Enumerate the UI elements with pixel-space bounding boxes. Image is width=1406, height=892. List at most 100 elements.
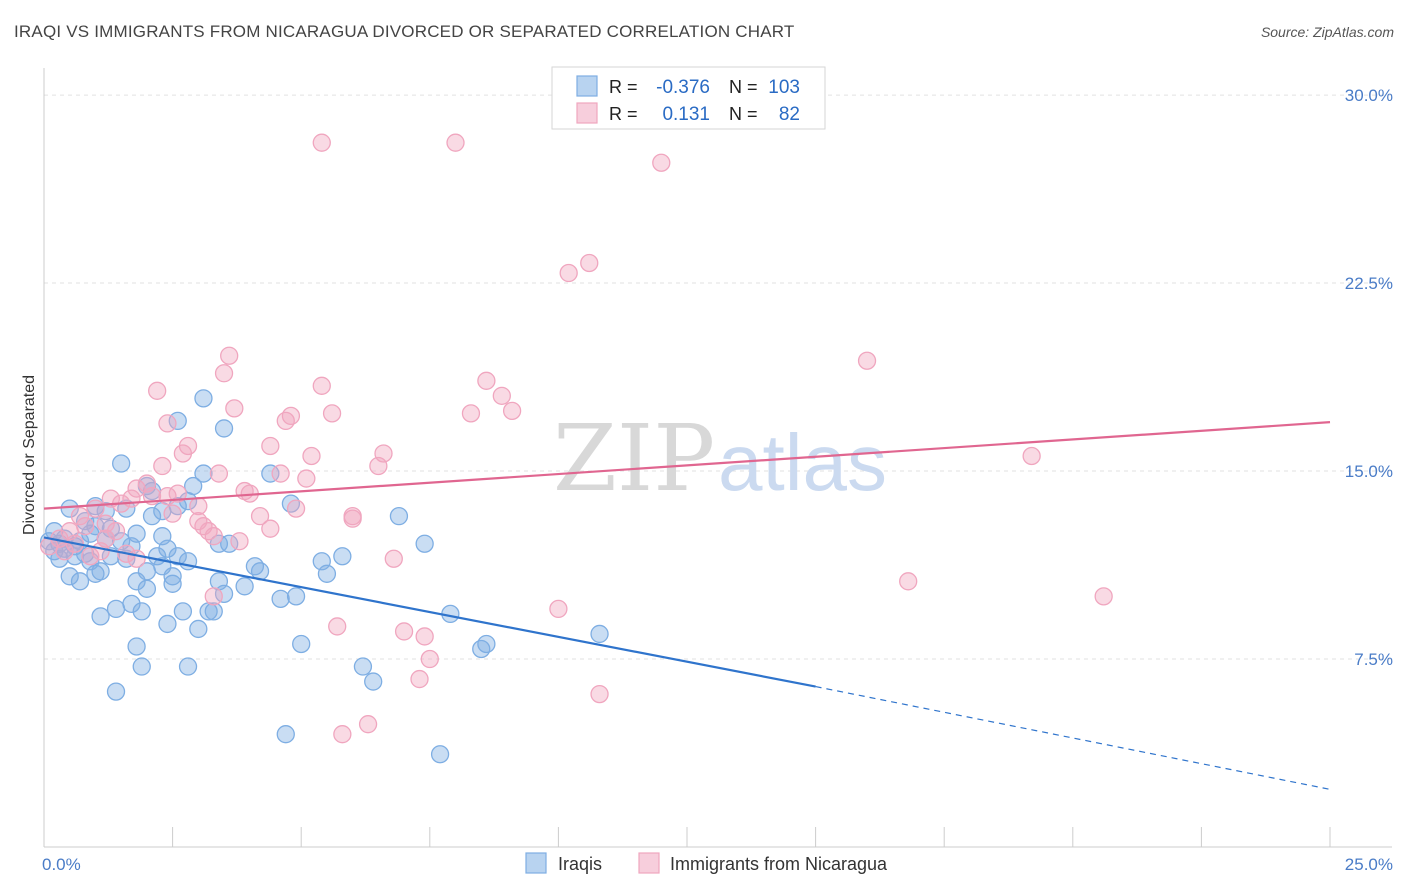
x-tick-label: 0.0% xyxy=(42,855,81,874)
data-point xyxy=(328,617,347,636)
series-iraqis xyxy=(39,389,609,764)
data-point xyxy=(281,494,301,513)
data-point xyxy=(55,542,74,561)
data-point xyxy=(81,547,100,566)
data-point xyxy=(173,602,193,621)
data-point xyxy=(60,567,79,586)
data-point xyxy=(204,602,223,621)
legend-n-value-nicaragua: 82 xyxy=(779,104,800,125)
data-point xyxy=(163,567,182,586)
data-point xyxy=(137,579,157,598)
data-point xyxy=(317,564,337,583)
data-point xyxy=(86,499,105,518)
data-point xyxy=(214,419,234,438)
data-point xyxy=(199,522,218,541)
data-point xyxy=(184,476,203,496)
scatter-points xyxy=(39,133,1113,764)
data-point xyxy=(410,669,429,689)
data-point xyxy=(590,624,609,644)
data-point xyxy=(281,406,301,426)
data-point xyxy=(559,263,578,283)
axes xyxy=(43,68,1392,848)
data-point xyxy=(461,404,481,423)
legend-r-label: R = xyxy=(609,77,638,97)
y-tick-label: 22.5% xyxy=(1345,274,1393,293)
data-point xyxy=(502,401,522,421)
stats-legend: R = -0.376 N = 103 R = 0.131 N = 82 xyxy=(551,66,826,130)
data-point xyxy=(292,634,311,654)
data-point xyxy=(168,484,187,503)
data-point xyxy=(106,682,126,701)
data-point xyxy=(899,572,918,591)
data-point xyxy=(127,479,146,498)
data-point xyxy=(158,414,177,433)
source-label: Source: ZipAtlas.com xyxy=(1260,24,1394,40)
data-point xyxy=(204,527,223,546)
x-tick-labels: 0.0% 25.0% xyxy=(42,855,1393,874)
data-point xyxy=(60,499,79,518)
data-point xyxy=(158,614,177,634)
y-tick-label: 7.5% xyxy=(1354,650,1393,669)
data-point xyxy=(374,444,393,463)
legend-n-label: N = xyxy=(729,104,758,124)
data-point xyxy=(70,572,90,591)
data-point xyxy=(364,672,383,691)
legend-swatch-nicaragua xyxy=(638,852,660,874)
watermark-zip: ZIP xyxy=(553,405,715,512)
data-point xyxy=(477,634,496,654)
data-point xyxy=(163,574,182,593)
data-point xyxy=(91,607,110,626)
data-point xyxy=(312,376,331,395)
data-point xyxy=(312,133,331,152)
legend-swatch-iraqis xyxy=(576,75,598,97)
data-point xyxy=(322,404,342,423)
data-point xyxy=(286,587,306,606)
data-point xyxy=(1094,587,1113,606)
trend-line-extension xyxy=(815,685,1331,790)
legend-n-label: N = xyxy=(729,77,758,97)
data-point xyxy=(230,532,249,551)
trend-lines xyxy=(43,421,1331,790)
y-tick-labels: 7.5% 15.0% 22.5% 30.0% xyxy=(1345,86,1393,669)
data-point xyxy=(261,436,280,456)
data-point xyxy=(70,506,90,526)
data-point xyxy=(302,446,321,466)
data-point xyxy=(857,351,877,370)
y-axis-label: Divorced or Separated xyxy=(21,375,38,535)
data-point xyxy=(189,619,208,639)
trend-line xyxy=(43,536,816,688)
data-point xyxy=(333,725,352,744)
data-point xyxy=(158,539,177,558)
legend-swatch-iraqis xyxy=(525,852,547,874)
data-point xyxy=(225,399,244,418)
data-point xyxy=(127,524,146,543)
y-tick-label: 30.0% xyxy=(1345,86,1393,105)
chart-title: IRAQI VS IMMIGRANTS FROM NICARAGUA DIVOR… xyxy=(14,22,795,41)
data-point xyxy=(245,557,265,576)
data-point xyxy=(286,499,306,518)
data-point xyxy=(477,371,496,390)
data-point xyxy=(209,464,229,483)
data-point xyxy=(384,549,403,568)
data-point xyxy=(127,549,146,568)
data-point xyxy=(590,684,609,704)
data-point xyxy=(96,514,115,533)
data-point xyxy=(122,594,141,614)
data-point xyxy=(271,464,290,483)
legend-r-value-iraqis: -0.376 xyxy=(656,77,710,98)
data-point xyxy=(420,649,439,669)
data-point xyxy=(220,346,239,365)
series-nicaragua xyxy=(39,133,1113,744)
data-point xyxy=(132,657,151,676)
legend-label-iraqis: Iraqis xyxy=(558,854,602,874)
data-point xyxy=(214,364,234,383)
data-point xyxy=(353,657,373,676)
legend-r-value-nicaragua: 0.131 xyxy=(662,104,710,125)
data-point xyxy=(343,509,362,528)
data-point xyxy=(194,464,213,483)
series-legend: Iraqis Immigrants from Nicaragua xyxy=(525,852,888,874)
data-point xyxy=(394,622,414,641)
data-point xyxy=(492,386,511,405)
data-point xyxy=(148,381,167,400)
